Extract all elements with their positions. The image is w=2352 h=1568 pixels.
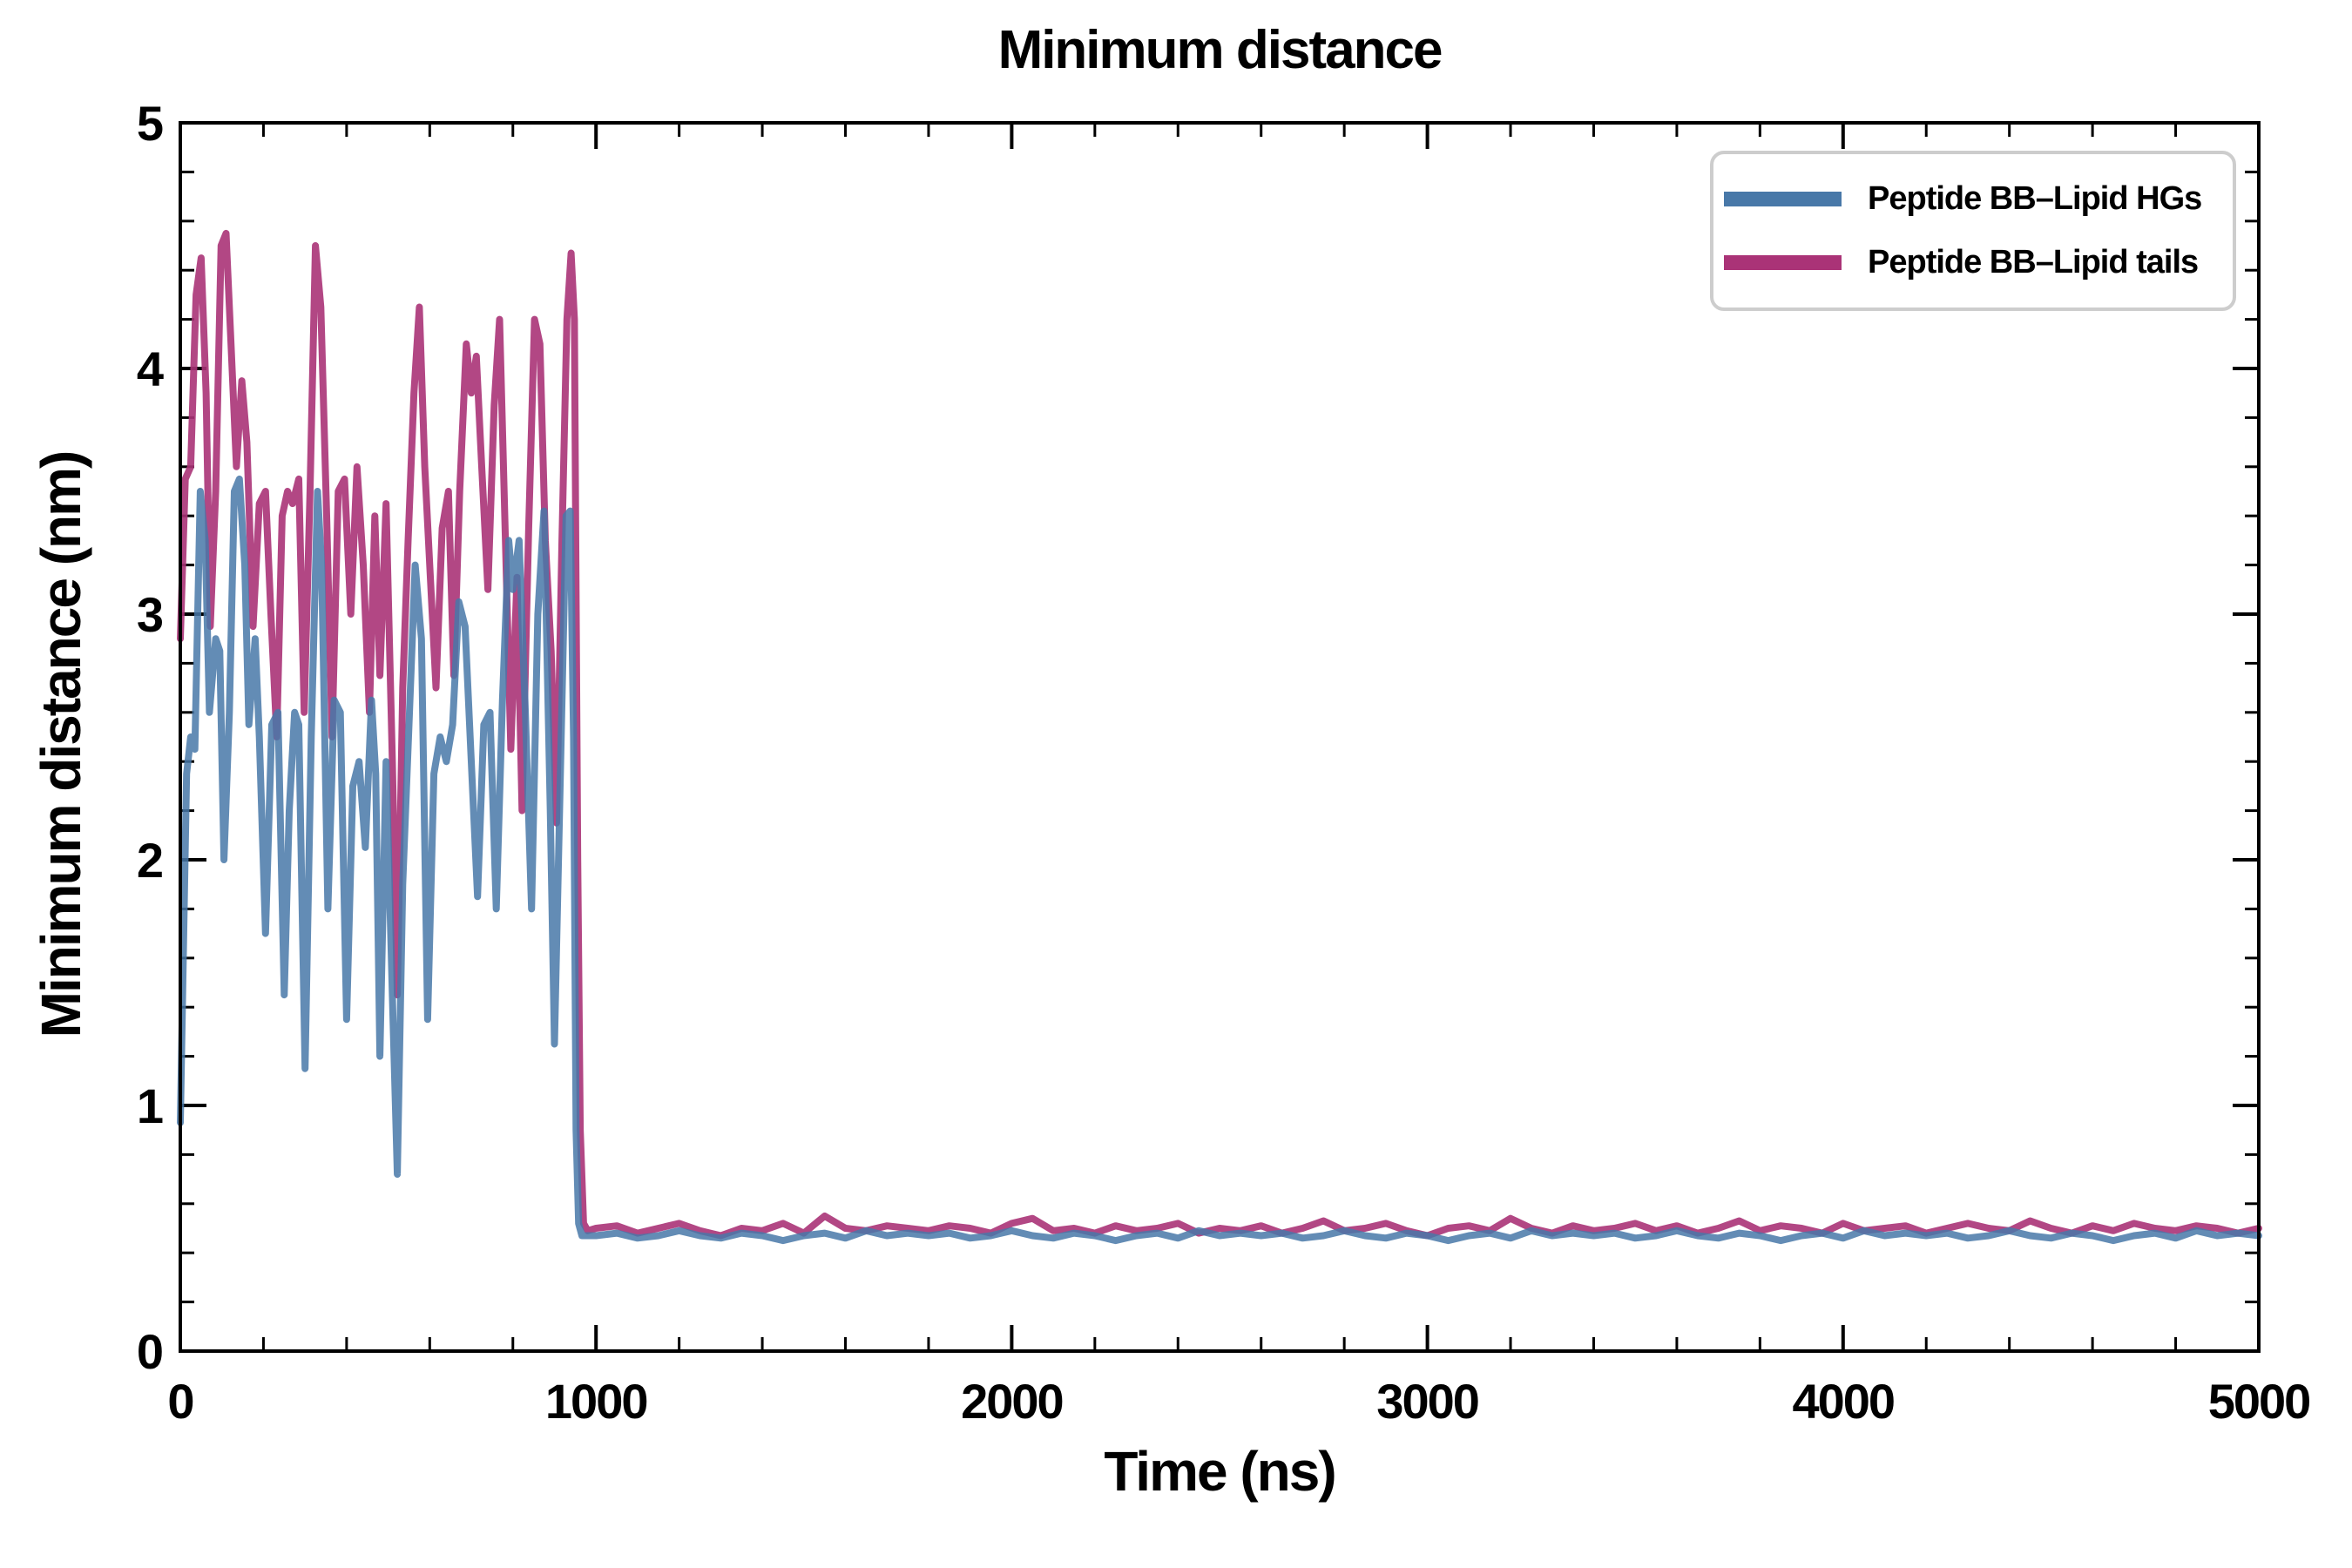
series-line-peptide-bb-lipid-hgs [177,475,2262,1245]
y-tick-label: 2 [137,833,162,888]
series-line-peptide-bb-lipid-tails [177,229,2262,1240]
x-tick-label: 5000 [2208,1374,2310,1429]
legend-label-hgs: Peptide BB–Lipid HGs [1868,180,2202,217]
legend-item: Peptide BB–Lipid tails [1724,244,2233,281]
x-tick-label: 1000 [545,1374,647,1429]
legend: Peptide BB–Lipid HGs Peptide BB–Lipid ta… [1710,151,2236,311]
y-axis-label: Minimum distance (nm) [30,451,92,1038]
legend-swatch-tails [1724,255,1842,270]
chart-title: Minimum distance [997,20,1443,80]
y-tick-label: 4 [137,341,164,396]
y-tick-label: 5 [137,96,163,151]
plot-spines [179,121,2261,1353]
x-tick-label: 0 [167,1374,193,1429]
y-tick-label: 1 [137,1078,163,1133]
y-tick-label: 3 [137,587,163,642]
legend-swatch-hgs [1724,192,1842,206]
y-tick-label: 0 [137,1324,162,1379]
x-axis-label: Time (ns) [1104,1440,1336,1503]
legend-item: Peptide BB–Lipid HGs [1724,180,2233,218]
legend-label-tails: Peptide BB–Lipid tails [1868,244,2199,280]
x-tick-label: 3000 [1376,1374,1478,1429]
x-tick-label: 2000 [961,1374,1063,1429]
x-tick-label: 4000 [1793,1374,1895,1429]
